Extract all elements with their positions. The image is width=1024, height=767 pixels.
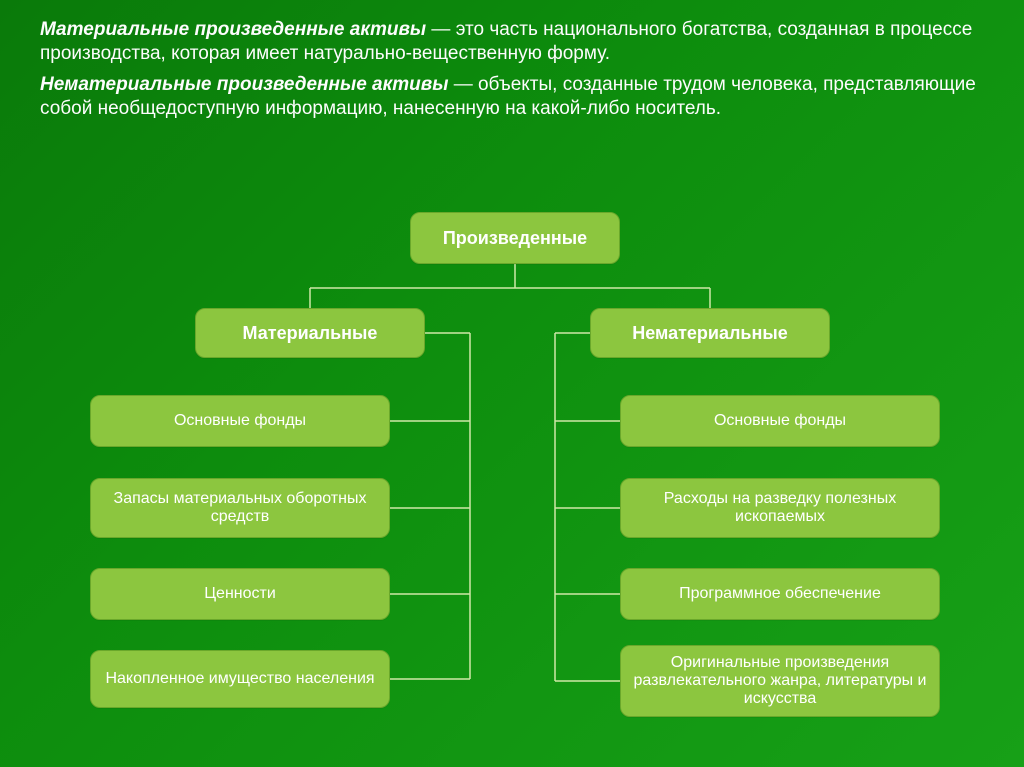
leaf-right-0: Основные фонды (620, 395, 940, 447)
leaf-right-2: Программное обеспечение (620, 568, 940, 620)
root-node: Произведенные (410, 212, 620, 264)
definitions-block: Материальные произведенные активы — это … (0, 0, 1024, 131)
hierarchy-diagram: Произведенные Материальные Нематериальные О… (0, 200, 1024, 760)
definition-2-term: Нематериальные произведенные активы (40, 74, 448, 95)
leaf-right-1: Расходы на разведку полезных ископаемых (620, 478, 940, 538)
category-node-mat: Материальные (195, 308, 425, 358)
definition-2: Нематериальные произведенные активы — об… (40, 73, 984, 122)
definition-1: Материальные произведенные активы — это … (40, 18, 984, 67)
definition-1-term: Материальные произведенные активы (40, 19, 426, 40)
leaf-right-3: Оригинальные произведения развлекательно… (620, 645, 940, 717)
leaf-left-2: Ценности (90, 568, 390, 620)
leaf-left-0: Основные фонды (90, 395, 390, 447)
category-node-nemat: Нематериальные (590, 308, 830, 358)
leaf-left-1: Запасы материальных оборотных средств (90, 478, 390, 538)
leaf-left-3: Накопленное имущество населения (90, 650, 390, 708)
